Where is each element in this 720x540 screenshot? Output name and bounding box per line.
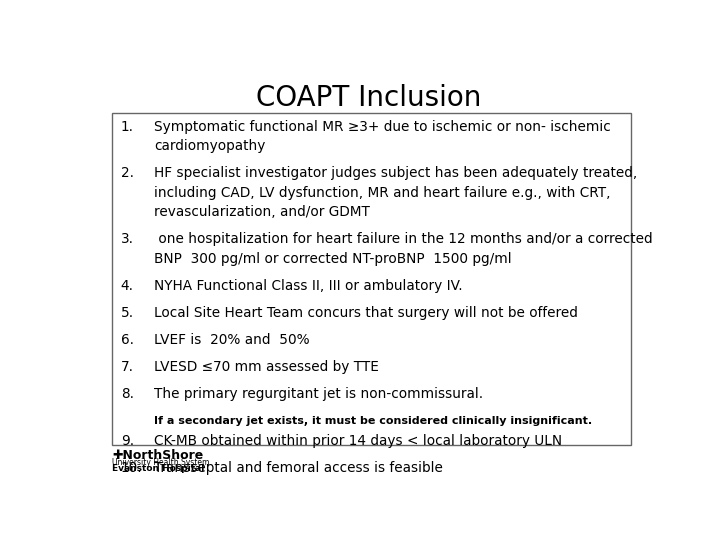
Text: cardiomyopathy: cardiomyopathy [154, 139, 266, 153]
Text: BNP  300 pg/ml or corrected NT-proBNP  1500 pg/ml: BNP 300 pg/ml or corrected NT-proBNP 150… [154, 252, 512, 266]
Text: LVESD ≤70 mm assessed by TTE: LVESD ≤70 mm assessed by TTE [154, 360, 379, 374]
Text: The primary regurgitant jet is non-commissural.: The primary regurgitant jet is non-commi… [154, 387, 483, 401]
Text: HF specialist investigator judges subject has been adequately treated,: HF specialist investigator judges subjec… [154, 166, 637, 180]
Text: 10.: 10. [121, 461, 143, 475]
Text: Evanston Hospital: Evanston Hospital [112, 464, 204, 474]
Text: 9.: 9. [121, 434, 134, 448]
Text: 5.: 5. [121, 306, 134, 320]
Text: If a secondary jet exists, it must be considered clinically insignificant.: If a secondary jet exists, it must be co… [154, 416, 593, 426]
Text: 4.: 4. [121, 279, 134, 293]
Text: LVEF is  20% and  50%: LVEF is 20% and 50% [154, 333, 310, 347]
Text: NYHA Functional Class II, III or ambulatory IV.: NYHA Functional Class II, III or ambulat… [154, 279, 463, 293]
Text: 6.: 6. [121, 333, 134, 347]
Text: 1.: 1. [121, 120, 134, 134]
Text: University Health System: University Health System [112, 458, 210, 467]
Text: Local Site Heart Team concurs that surgery will not be offered: Local Site Heart Team concurs that surge… [154, 306, 578, 320]
Text: Symptomatic functional MR ≥3+ due to ischemic or non- ischemic: Symptomatic functional MR ≥3+ due to isc… [154, 120, 611, 134]
FancyBboxPatch shape [112, 113, 631, 446]
Text: 3.: 3. [121, 232, 134, 246]
Text: one hospitalization for heart failure in the 12 months and/or a corrected: one hospitalization for heart failure in… [154, 232, 653, 246]
Text: including CAD, LV dysfunction, MR and heart failure e.g., with CRT,: including CAD, LV dysfunction, MR and he… [154, 186, 611, 200]
Text: revascularization, and/or GDMT: revascularization, and/or GDMT [154, 205, 370, 219]
Text: 8.: 8. [121, 387, 134, 401]
Text: 7.: 7. [121, 360, 134, 374]
Text: Transseptal and femoral access is feasible: Transseptal and femoral access is feasib… [154, 461, 443, 475]
Text: 2.: 2. [121, 166, 134, 180]
Text: ✚NorthShore: ✚NorthShore [112, 449, 204, 462]
Text: COAPT Inclusion: COAPT Inclusion [256, 84, 482, 112]
Text: CK-MB obtained within prior 14 days < local laboratory ULN: CK-MB obtained within prior 14 days < lo… [154, 434, 562, 448]
